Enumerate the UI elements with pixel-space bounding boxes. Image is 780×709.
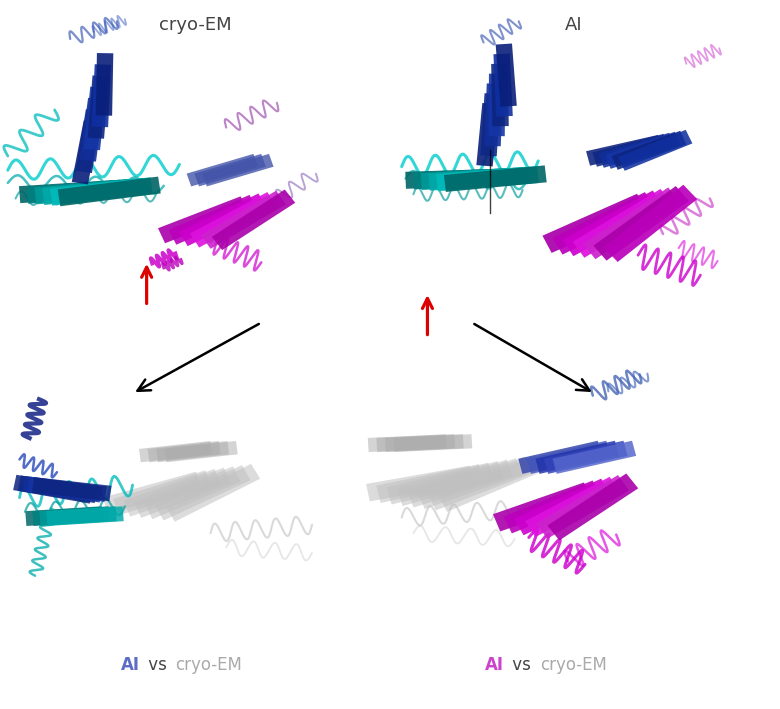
Polygon shape <box>168 195 257 245</box>
Polygon shape <box>190 192 276 247</box>
Polygon shape <box>19 179 122 203</box>
Polygon shape <box>542 194 647 253</box>
Polygon shape <box>618 130 693 171</box>
Polygon shape <box>406 169 507 189</box>
Polygon shape <box>72 121 100 184</box>
Polygon shape <box>493 482 591 532</box>
Polygon shape <box>562 191 664 256</box>
Polygon shape <box>385 434 463 452</box>
Polygon shape <box>158 196 247 243</box>
Polygon shape <box>535 441 619 474</box>
Text: cryo-EM: cryo-EM <box>540 656 607 674</box>
Polygon shape <box>525 476 620 537</box>
Polygon shape <box>202 154 274 186</box>
Polygon shape <box>573 189 672 258</box>
Polygon shape <box>201 191 285 249</box>
Polygon shape <box>58 177 161 206</box>
Polygon shape <box>552 441 636 474</box>
Polygon shape <box>397 461 503 506</box>
Polygon shape <box>27 179 129 203</box>
Polygon shape <box>544 441 628 474</box>
Polygon shape <box>76 109 102 173</box>
Polygon shape <box>376 464 484 503</box>
Polygon shape <box>488 74 505 136</box>
Polygon shape <box>39 506 117 526</box>
Polygon shape <box>387 462 493 505</box>
Polygon shape <box>147 441 221 462</box>
Polygon shape <box>186 154 258 186</box>
Polygon shape <box>155 465 250 520</box>
Text: AI: AI <box>121 656 140 674</box>
Polygon shape <box>495 43 517 107</box>
Polygon shape <box>42 178 145 205</box>
Polygon shape <box>27 476 107 502</box>
Polygon shape <box>518 441 602 474</box>
Text: AI: AI <box>485 656 504 674</box>
Polygon shape <box>504 481 601 533</box>
Polygon shape <box>25 506 103 526</box>
Polygon shape <box>612 130 686 170</box>
Polygon shape <box>166 464 260 522</box>
Polygon shape <box>139 441 212 462</box>
Polygon shape <box>413 168 516 189</box>
Polygon shape <box>83 86 107 150</box>
Polygon shape <box>32 477 112 501</box>
Text: cryo-EM: cryo-EM <box>158 16 232 33</box>
Polygon shape <box>13 475 93 503</box>
Polygon shape <box>144 467 241 519</box>
Polygon shape <box>484 84 503 146</box>
Polygon shape <box>599 133 674 168</box>
Polygon shape <box>96 53 113 116</box>
Polygon shape <box>494 54 512 116</box>
Polygon shape <box>592 134 668 167</box>
Polygon shape <box>407 459 513 508</box>
Polygon shape <box>537 475 629 539</box>
Polygon shape <box>32 506 110 526</box>
Polygon shape <box>134 468 231 518</box>
Polygon shape <box>103 471 201 514</box>
Polygon shape <box>50 177 153 206</box>
Polygon shape <box>477 103 498 167</box>
Polygon shape <box>548 474 638 540</box>
Polygon shape <box>439 455 542 512</box>
Polygon shape <box>18 475 98 503</box>
Polygon shape <box>418 458 523 509</box>
Polygon shape <box>194 154 266 186</box>
Polygon shape <box>377 434 455 452</box>
Polygon shape <box>46 506 124 526</box>
Polygon shape <box>156 441 229 462</box>
Polygon shape <box>87 75 109 139</box>
Text: vs: vs <box>507 656 536 674</box>
Polygon shape <box>604 185 697 262</box>
Polygon shape <box>586 135 662 166</box>
Text: cryo-EM: cryo-EM <box>176 656 243 674</box>
Polygon shape <box>420 167 523 190</box>
Polygon shape <box>179 194 267 246</box>
Polygon shape <box>366 466 473 501</box>
Polygon shape <box>368 434 446 452</box>
Polygon shape <box>436 166 539 191</box>
Polygon shape <box>428 457 533 510</box>
Polygon shape <box>491 64 509 126</box>
Polygon shape <box>92 65 111 127</box>
Polygon shape <box>480 93 501 157</box>
Polygon shape <box>23 476 102 503</box>
Polygon shape <box>583 187 681 259</box>
Polygon shape <box>34 179 137 204</box>
Polygon shape <box>428 167 531 191</box>
Polygon shape <box>514 479 611 535</box>
Polygon shape <box>394 434 472 452</box>
Text: AI: AI <box>565 16 582 33</box>
Polygon shape <box>552 192 655 255</box>
Polygon shape <box>113 470 211 515</box>
Polygon shape <box>444 165 547 192</box>
Polygon shape <box>80 98 105 162</box>
Polygon shape <box>526 441 611 474</box>
Polygon shape <box>212 189 295 250</box>
Polygon shape <box>594 186 689 261</box>
Text: vs: vs <box>143 656 172 674</box>
Polygon shape <box>123 469 222 517</box>
Polygon shape <box>165 441 238 462</box>
Polygon shape <box>605 132 680 169</box>
